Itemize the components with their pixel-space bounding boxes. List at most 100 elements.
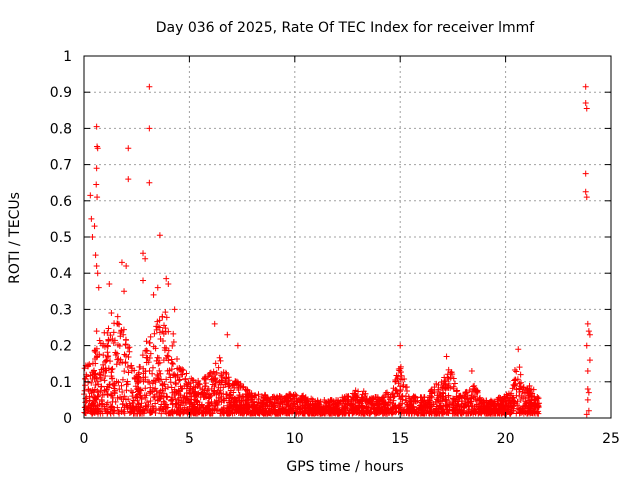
y-tick-label: 0.3 <box>50 302 72 318</box>
data-point <box>110 410 117 417</box>
data-point <box>190 383 197 390</box>
data-point <box>584 320 591 327</box>
data-point <box>215 384 222 391</box>
data-point <box>119 388 126 395</box>
data-point <box>91 223 98 230</box>
data-point <box>397 376 404 383</box>
data-point <box>135 400 142 407</box>
data-point <box>234 394 241 401</box>
data-point <box>314 397 321 404</box>
data-point <box>114 341 121 348</box>
data-point <box>118 259 125 266</box>
data-point <box>443 403 450 410</box>
data-point <box>113 378 120 385</box>
data-point <box>466 387 473 394</box>
data-point <box>143 392 150 399</box>
data-point <box>91 410 98 417</box>
data-point <box>135 387 142 394</box>
data-point <box>303 397 310 404</box>
data-point <box>216 354 223 361</box>
data-point <box>522 402 529 409</box>
data-point <box>168 384 175 391</box>
data-point <box>85 386 92 393</box>
data-point <box>181 382 188 389</box>
data-point <box>92 349 99 356</box>
data-point <box>140 250 147 257</box>
data-point <box>335 409 342 416</box>
data-point <box>294 408 301 415</box>
data-point <box>458 394 465 401</box>
data-point <box>468 367 475 374</box>
data-point <box>355 388 362 395</box>
data-point <box>191 403 198 410</box>
data-point <box>209 381 216 388</box>
data-point <box>240 405 247 412</box>
data-point <box>265 409 272 416</box>
data-point <box>105 353 112 360</box>
data-point <box>116 359 123 366</box>
data-point <box>123 381 130 388</box>
data-point <box>146 83 153 90</box>
data-point <box>470 383 477 390</box>
data-point <box>408 398 415 405</box>
y-tick-label: 0.6 <box>50 194 72 210</box>
data-point <box>386 410 393 417</box>
data-point <box>114 394 121 401</box>
data-point <box>88 379 95 386</box>
data-point <box>195 409 202 416</box>
data-point <box>531 408 538 415</box>
data-point <box>465 409 472 416</box>
data-point <box>293 399 300 406</box>
data-point <box>101 377 108 384</box>
data-point <box>245 409 252 416</box>
data-point <box>195 377 202 384</box>
data-point <box>154 374 161 381</box>
data-point <box>497 401 504 408</box>
data-point <box>89 360 96 367</box>
data-point <box>163 275 170 282</box>
data-point <box>104 329 111 336</box>
data-point <box>535 408 542 415</box>
data-point <box>201 376 208 383</box>
data-point <box>384 405 391 412</box>
data-point <box>273 395 280 402</box>
data-point <box>420 401 427 408</box>
data-point <box>111 337 118 344</box>
data-point <box>108 403 115 410</box>
data-point <box>176 401 183 408</box>
data-point <box>503 391 510 398</box>
data-point <box>395 402 402 409</box>
data-point <box>444 404 451 411</box>
data-point <box>468 402 475 409</box>
data-point <box>202 380 209 387</box>
data-point <box>529 390 536 397</box>
data-point <box>234 342 241 349</box>
data-point <box>413 408 420 415</box>
data-point <box>488 398 495 405</box>
data-point <box>416 405 423 412</box>
data-point <box>104 391 111 398</box>
data-point <box>240 393 247 400</box>
data-point <box>149 364 156 371</box>
data-point <box>491 403 498 410</box>
data-point <box>583 194 590 201</box>
data-point <box>82 375 89 382</box>
data-point <box>264 409 271 416</box>
data-point <box>111 382 118 389</box>
data-point <box>316 408 323 415</box>
y-tick-label: 1 <box>63 49 72 65</box>
data-point <box>130 397 137 404</box>
data-point <box>217 357 224 364</box>
data-point <box>153 326 160 333</box>
data-point <box>91 373 98 380</box>
data-point <box>582 100 589 107</box>
data-point <box>362 407 369 414</box>
data-point <box>146 179 153 186</box>
data-point <box>123 387 130 394</box>
data-point <box>384 389 391 396</box>
data-point <box>117 333 124 340</box>
data-point <box>583 342 590 349</box>
data-point <box>393 387 400 394</box>
data-point <box>152 400 159 407</box>
